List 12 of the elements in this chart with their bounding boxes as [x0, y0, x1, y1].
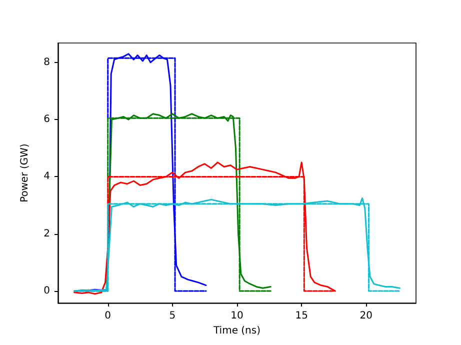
x-tick-label: 0 — [104, 310, 112, 322]
y-tick-label: 6 — [44, 114, 50, 126]
y-tick-label: 2 — [44, 228, 50, 240]
y-axis-title: Power (GW) — [20, 143, 30, 202]
x-tick-label: 20 — [360, 310, 373, 322]
y-tick-label: 8 — [44, 56, 50, 68]
x-tick-label: 10 — [230, 310, 244, 322]
x-tick-label: 15 — [295, 310, 308, 322]
y-tick-label: 4 — [44, 171, 50, 182]
y-tick-label: 0 — [44, 286, 50, 296]
x-axis-title: Time (ns) — [212, 325, 261, 336]
x-tick-label: 5 — [169, 310, 176, 322]
